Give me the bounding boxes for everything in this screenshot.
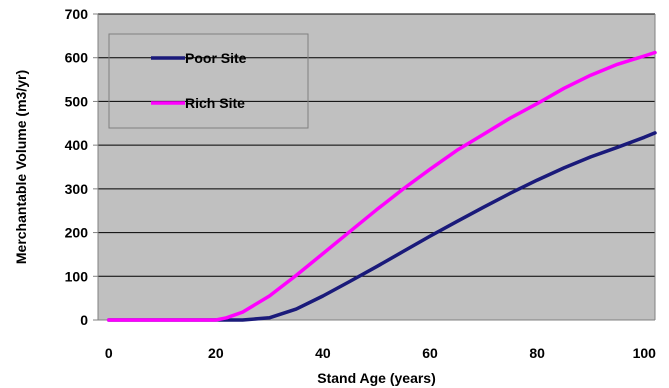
x-tick-label: 60: [422, 345, 438, 361]
gridlines: [98, 13, 655, 277]
x-tick-label: 80: [529, 345, 545, 361]
x-tick-label: 40: [315, 345, 331, 361]
y-tick-label: 400: [65, 137, 89, 153]
tick-labels: 0 100 200 300 400 500 600 700 0 20 40 60 80 100: [65, 6, 657, 361]
legend-box: [108, 33, 309, 129]
plot-area: [98, 14, 655, 320]
y-tick-label: 200: [65, 225, 89, 241]
series-lines: [106, 50, 657, 322]
y-tick-label: 100: [65, 268, 89, 284]
y-tick-label: 500: [65, 93, 89, 109]
x-tick-label: 20: [208, 345, 224, 361]
series-line-1: [106, 50, 657, 322]
x-axis-label: Stand Age (years): [317, 370, 436, 386]
y-tick-label: 300: [65, 181, 89, 197]
y-tick-label: 700: [65, 6, 89, 22]
y-tick-label: 0: [80, 312, 88, 328]
x-tick-label: 100: [633, 345, 657, 361]
legend-label-rich-site: Rich Site: [185, 95, 245, 111]
y-tick-label: 600: [65, 50, 89, 66]
x-tick-label: 0: [105, 345, 113, 361]
legend-label-poor-site: Poor Site: [185, 50, 247, 66]
legend: Poor Site Rich Site: [108, 33, 309, 129]
y-axis-label: Merchantable Volume (m3/yr): [13, 70, 29, 264]
